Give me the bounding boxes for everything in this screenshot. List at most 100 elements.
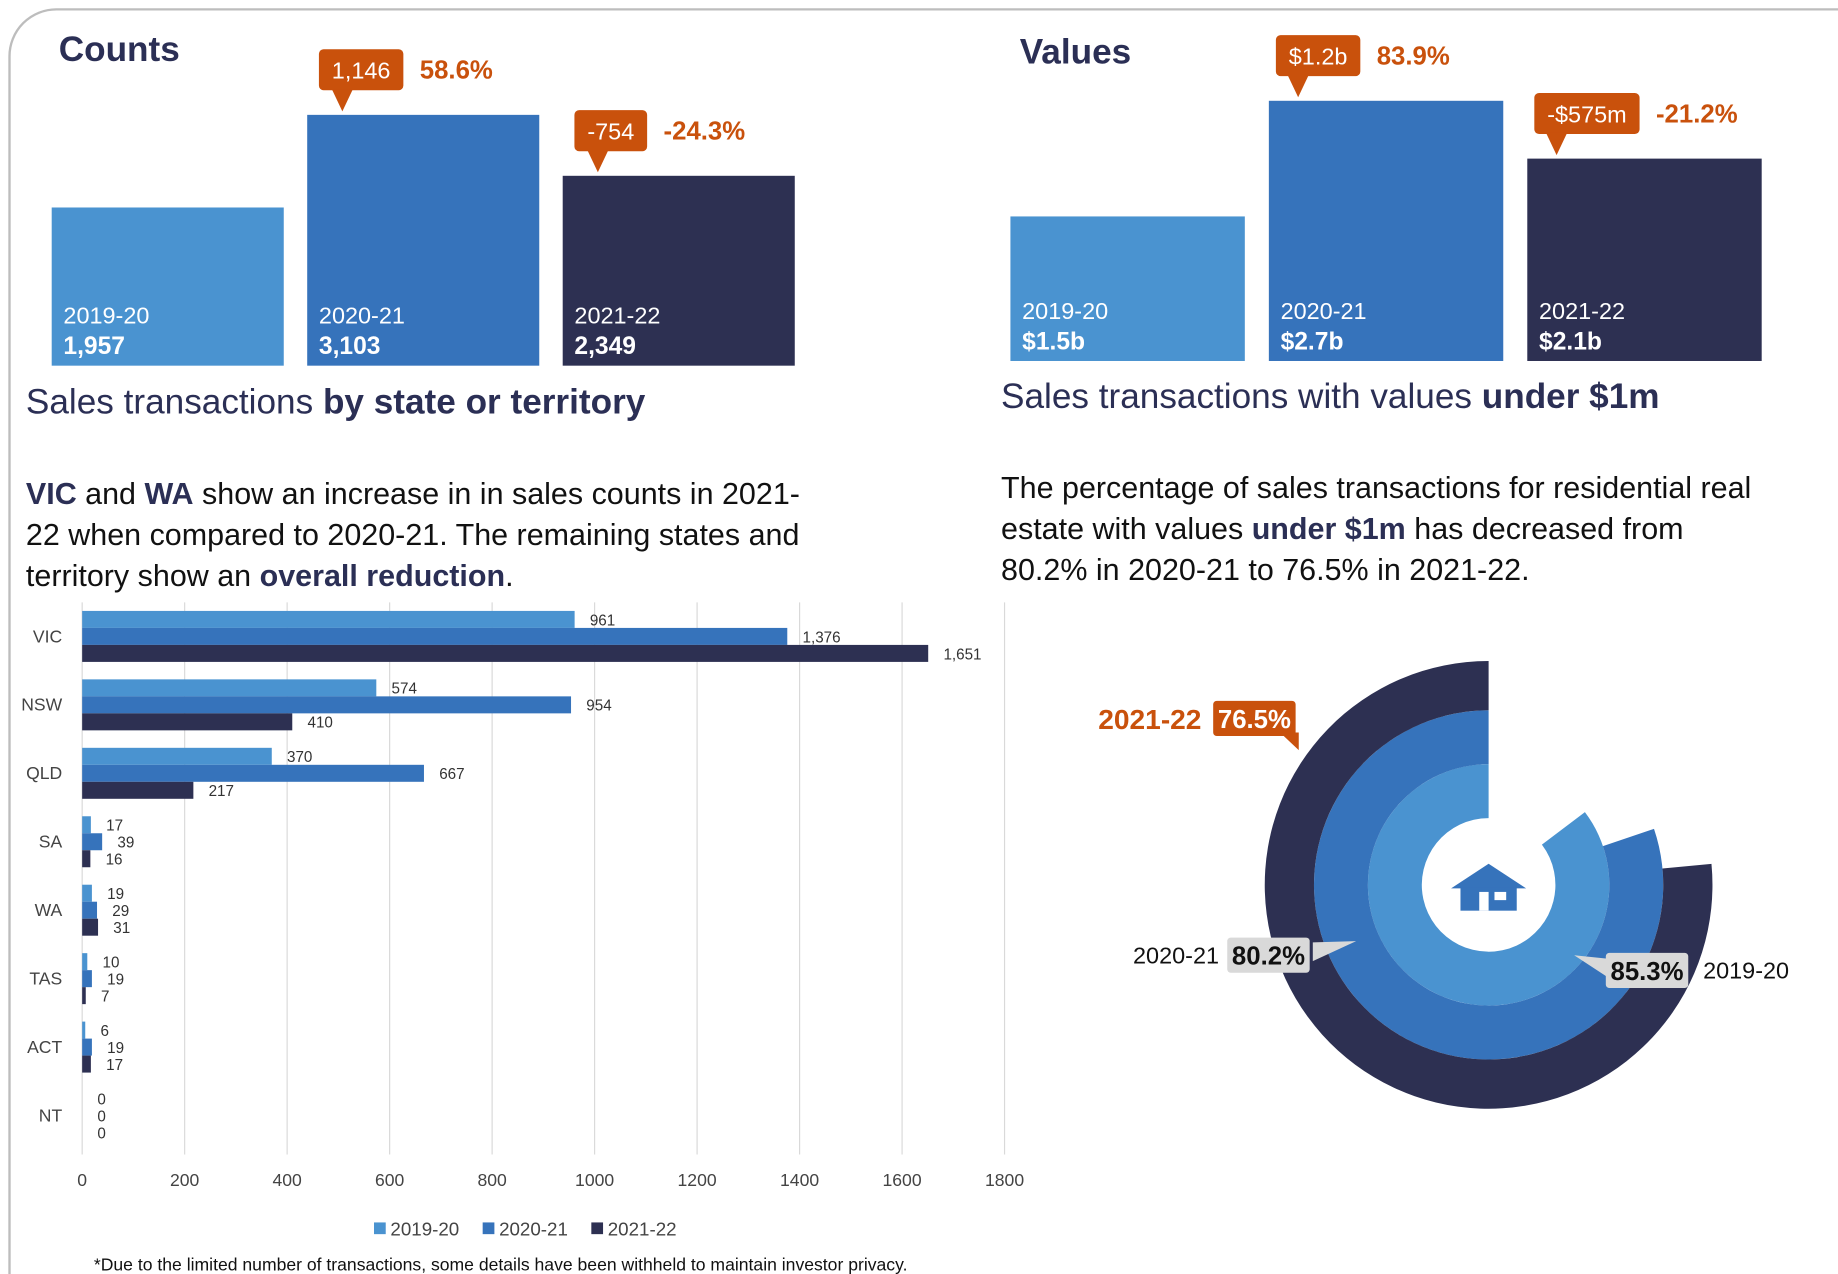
value-label-box [1605, 952, 1689, 989]
bar-value-label: 19 [107, 886, 124, 903]
bar [82, 987, 86, 1005]
bar-value-label: 0 [97, 1125, 105, 1142]
y-tick-label: SA [39, 832, 63, 852]
value-label-box [1227, 937, 1310, 973]
bar-value-label: $2.7b [1281, 328, 1344, 355]
bar [307, 114, 540, 366]
paragraph-run: under $1m [1252, 512, 1406, 546]
bar-value-label: $1.5b [1022, 328, 1085, 355]
y-tick-label: NSW [21, 695, 62, 715]
y-tick-label: ACT [27, 1037, 62, 1057]
paragraph-run: territory show an [26, 559, 260, 593]
bar-value-label: 19 [107, 972, 124, 989]
legend-label: 2019-20 [390, 1218, 459, 1239]
callout-box [574, 110, 648, 152]
bar [82, 747, 272, 765]
frame [8, 8, 1838, 1274]
bar-value-label: 1,957 [63, 333, 125, 360]
change-label: $1.2b [1289, 43, 1348, 69]
legend-swatch [374, 1222, 386, 1235]
legend-label: 2020-21 [499, 1218, 568, 1239]
callout-pointer [331, 89, 353, 112]
paragraph-run: has decreased from [1406, 512, 1684, 546]
bar-value-label: 6 [100, 1023, 108, 1040]
callout-box [1275, 35, 1361, 77]
bar [82, 781, 194, 799]
bar-value-label: 31 [113, 920, 130, 937]
bar [82, 1055, 91, 1073]
y-tick-label: NT [39, 1105, 63, 1125]
bar-category: 2020-21 [319, 302, 405, 328]
change-percent-label: -21.2% [1656, 100, 1738, 128]
change-percent-label: 83.9% [1377, 42, 1450, 70]
bar [51, 207, 284, 366]
bar [82, 1038, 92, 1056]
change-label: 1,146 [332, 58, 391, 84]
bar-value-label: 410 [308, 715, 333, 732]
bar-value-label: 3,103 [319, 333, 381, 360]
chart-title: Values [1020, 32, 1131, 71]
x-tick-label: 1000 [575, 1170, 614, 1190]
bar [82, 953, 88, 971]
change-percent-label: 58.6% [420, 57, 493, 85]
bar [82, 901, 98, 919]
paragraph-run: 80.2% in 2020-21 to 76.5% in 2021-22. [1001, 553, 1530, 587]
x-tick-label: 1400 [780, 1170, 819, 1190]
y-tick-label: QLD [26, 763, 62, 783]
callout-pointer [1287, 75, 1309, 98]
footnote: *Due to the limited number of transactio… [94, 1254, 908, 1274]
heading-run: by state or territory [323, 383, 646, 422]
y-tick-label: WA [35, 900, 63, 920]
x-tick-label: 400 [272, 1170, 302, 1190]
x-tick-label: 0 [77, 1170, 87, 1190]
bar [82, 644, 929, 662]
bar [82, 816, 91, 834]
value-label-pointer [1279, 732, 1299, 751]
change-label: -$575m [1547, 101, 1626, 127]
value-label: 85.3% [1610, 958, 1683, 986]
callout-box [1534, 92, 1640, 135]
bar-value-label: 7 [101, 989, 109, 1006]
x-tick-label: 800 [477, 1170, 507, 1190]
bar-value-label: 961 [590, 612, 615, 629]
change-callout: -754 -24.3% [574, 110, 746, 173]
change-callout: $1.2b 83.9% [1275, 35, 1450, 98]
value-label: 76.5% [1218, 706, 1291, 734]
bar [82, 1021, 86, 1039]
bar-value-label: 954 [586, 698, 612, 715]
value-label-pointer [1312, 941, 1357, 962]
radial-bar [1313, 710, 1664, 1060]
bar-category: 2020-21 [1281, 298, 1367, 324]
paragraph-run: show an increase in in sales counts in 2… [194, 477, 800, 511]
bar [82, 713, 293, 731]
change-percent-label: -24.3% [664, 117, 746, 145]
paragraph-line: 80.2% in 2020-21 to 76.5% in 2021-22. [1001, 553, 1530, 587]
y-tick-label: TAS [29, 969, 62, 989]
heading-run: Sales transactions [26, 383, 323, 422]
bar [82, 970, 92, 988]
paragraph-run: The percentage of sales transactions for… [1001, 471, 1751, 505]
bar-value-label: 17 [106, 1057, 123, 1074]
bar-value-label: $2.1b [1539, 328, 1602, 355]
bar-value-label: 667 [439, 766, 464, 783]
bar-category: 2021-22 [1539, 298, 1625, 324]
bar-value-label: 2,349 [574, 333, 636, 360]
bar-value-label: 17 [106, 818, 123, 835]
heading-run: under $1m [1482, 377, 1660, 416]
chart-title: Counts [59, 30, 180, 69]
bar-value-label: 217 [209, 783, 234, 800]
bar [82, 679, 377, 697]
bar-value-label: 19 [107, 1040, 124, 1057]
paragraph-run: overall reduction [260, 559, 506, 593]
paragraph-run: . [505, 559, 513, 593]
bar [1527, 158, 1762, 361]
callout-pointer [587, 150, 609, 173]
bar-value-label: 10 [103, 955, 120, 972]
x-tick-label: 1600 [883, 1170, 922, 1190]
bar-value-label: 16 [106, 852, 123, 869]
bar [82, 833, 103, 851]
callout-pointer [1546, 132, 1568, 156]
bar [1268, 100, 1504, 361]
legend-swatch [482, 1222, 495, 1235]
